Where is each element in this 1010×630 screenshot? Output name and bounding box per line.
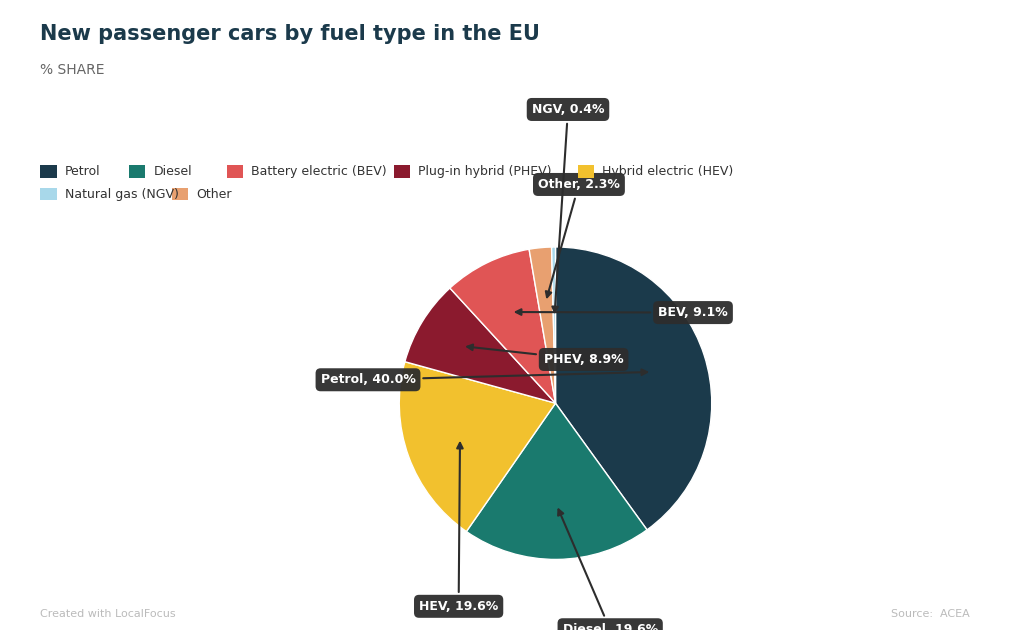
Text: PHEV, 8.9%: PHEV, 8.9% [468, 345, 623, 366]
Wedge shape [467, 403, 647, 559]
Text: Petrol: Petrol [65, 165, 100, 178]
Text: 2021: 2021 [53, 106, 96, 122]
Text: Other, 2.3%: Other, 2.3% [538, 178, 620, 297]
Text: Petrol, 40.0%: Petrol, 40.0% [320, 369, 647, 386]
Wedge shape [449, 249, 556, 403]
Wedge shape [556, 247, 712, 530]
Text: Hybrid electric (HEV): Hybrid electric (HEV) [602, 165, 733, 178]
Text: ∨: ∨ [101, 107, 112, 122]
Wedge shape [405, 288, 556, 403]
Text: Diesel: Diesel [154, 165, 192, 178]
Text: Diesel, 19.6%: Diesel, 19.6% [559, 510, 658, 630]
Text: Other: Other [196, 188, 231, 200]
Text: % SHARE: % SHARE [40, 63, 105, 77]
Wedge shape [529, 247, 556, 403]
Text: New passenger cars by fuel type in the EU: New passenger cars by fuel type in the E… [40, 24, 540, 44]
Text: Source:  ACEA: Source: ACEA [891, 609, 970, 619]
Text: Created with LocalFocus: Created with LocalFocus [40, 609, 176, 619]
Text: BEV, 9.1%: BEV, 9.1% [516, 306, 728, 319]
Text: HEV, 19.6%: HEV, 19.6% [419, 443, 498, 613]
Text: Battery electric (BEV): Battery electric (BEV) [251, 165, 387, 178]
Text: Plug-in hybrid (PHEV): Plug-in hybrid (PHEV) [418, 165, 551, 178]
Text: Natural gas (NGV): Natural gas (NGV) [65, 188, 179, 200]
Wedge shape [551, 247, 556, 403]
Text: NGV, 0.4%: NGV, 0.4% [531, 103, 604, 312]
Wedge shape [399, 362, 556, 532]
